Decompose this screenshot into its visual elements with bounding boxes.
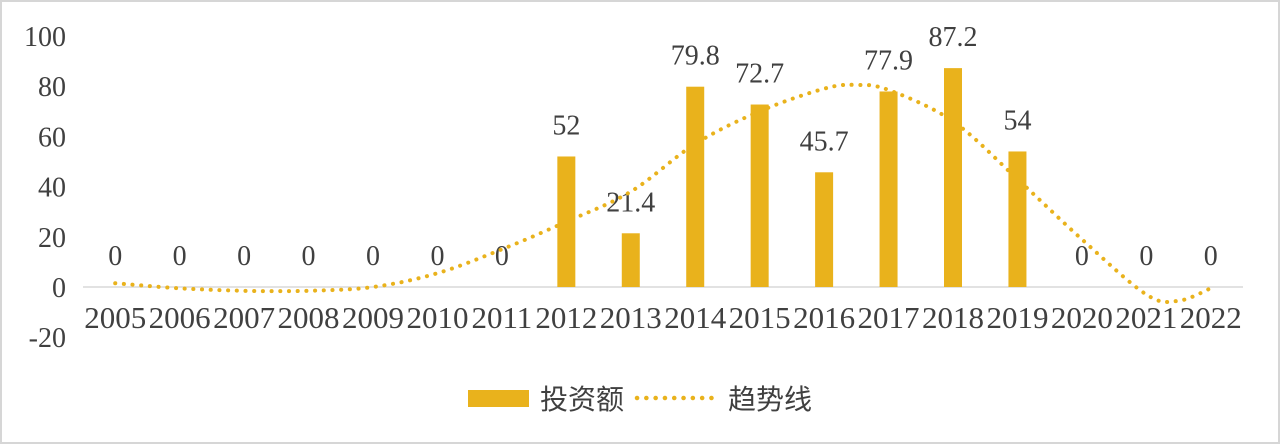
bar-value-label: 0 [430, 241, 444, 272]
legend-item-bars: 投资额 [467, 378, 624, 418]
x-tick-label: 2011 [471, 300, 532, 335]
trend-line [113, 82, 1213, 305]
y-tick-label: 80 [38, 72, 66, 103]
x-tick-label: 2020 [1051, 300, 1113, 335]
y-tick-label: 20 [38, 223, 66, 254]
bar-value-label: 21.4 [606, 187, 655, 218]
y-tick-label: 100 [24, 22, 66, 53]
x-tick-label: 2014 [664, 300, 727, 335]
bar-value-label: 72.7 [735, 59, 784, 90]
bar-2018 [944, 68, 962, 288]
bar-value-label: 52 [552, 110, 580, 141]
bar-value-label: 0 [1139, 241, 1153, 272]
bar-value-label: 0 [173, 241, 187, 272]
x-tick-label: 2008 [278, 300, 340, 335]
x-tick-label: 2018 [922, 300, 984, 335]
bar-value-label: 0 [302, 241, 316, 272]
x-tick-label: 2022 [1180, 300, 1242, 335]
x-tick-label: 2016 [793, 300, 855, 335]
legend: 投资额 趋势线 [2, 378, 1278, 418]
bar-value-label: 77.9 [864, 45, 913, 76]
x-tick-label: 2010 [406, 300, 468, 335]
x-tick-label: 2021 [1115, 300, 1177, 335]
bar-value-label: 0 [1075, 241, 1089, 272]
bar-value-label: 0 [108, 241, 122, 272]
bar-value-label: 0 [237, 241, 251, 272]
bar-2014 [686, 86, 705, 288]
x-tick-label: 2013 [600, 300, 662, 335]
x-tick-label: 2015 [729, 300, 791, 335]
bar-2013 [621, 233, 640, 287]
bar-value-label: 0 [495, 241, 509, 272]
bar-value-label: 0 [1204, 241, 1218, 272]
legend-bar-label: 投资额 [539, 385, 624, 416]
y-tick-label: 40 [38, 173, 66, 204]
legend-trend-label: 趋势线 [728, 385, 813, 416]
y-tick-label: 60 [38, 122, 66, 153]
x-tick-label: 2012 [535, 300, 597, 335]
x-tick-label: 2005 [84, 300, 146, 335]
legend-bar-swatch-icon [467, 389, 529, 407]
x-tick-label: 2006 [149, 300, 211, 335]
legend-dotted-line-icon [634, 395, 716, 401]
bar-2017 [879, 91, 898, 287]
bar-2016 [815, 172, 834, 287]
x-tick-label: 2017 [858, 300, 920, 335]
bar-2015 [750, 104, 769, 287]
legend-item-trend: 趋势线 [624, 378, 812, 418]
bar-value-label: 87.2 [929, 22, 978, 53]
x-tick-label: 2007 [213, 300, 275, 335]
bar-value-label: 45.7 [800, 126, 849, 157]
y-tick-label: -20 [29, 323, 66, 354]
y-tick-label: 0 [52, 273, 66, 304]
bar-value-label: 79.8 [671, 41, 720, 72]
bar-value-label: 54 [1003, 105, 1031, 136]
bar-2019 [1008, 151, 1027, 287]
x-tick-label: 2019 [986, 300, 1048, 335]
x-tick-label: 2009 [342, 300, 404, 335]
bar-value-label: 0 [366, 241, 380, 272]
